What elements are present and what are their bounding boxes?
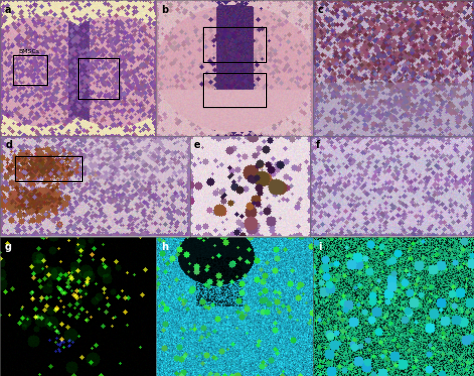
Text: d: d [6,141,13,150]
Text: i: i [318,243,321,252]
Bar [15,156,82,181]
Bar [203,73,266,107]
Text: c: c [318,6,323,15]
Text: a: a [5,6,11,15]
Text: e: e [193,141,200,150]
Text: f: f [315,141,319,150]
Text: h: h [161,243,168,252]
Text: BMSCs: BMSCs [18,49,39,53]
Bar [12,55,47,85]
Bar [78,58,119,99]
Bar [203,27,266,62]
Text: g: g [5,243,12,252]
Text: b: b [161,6,168,15]
